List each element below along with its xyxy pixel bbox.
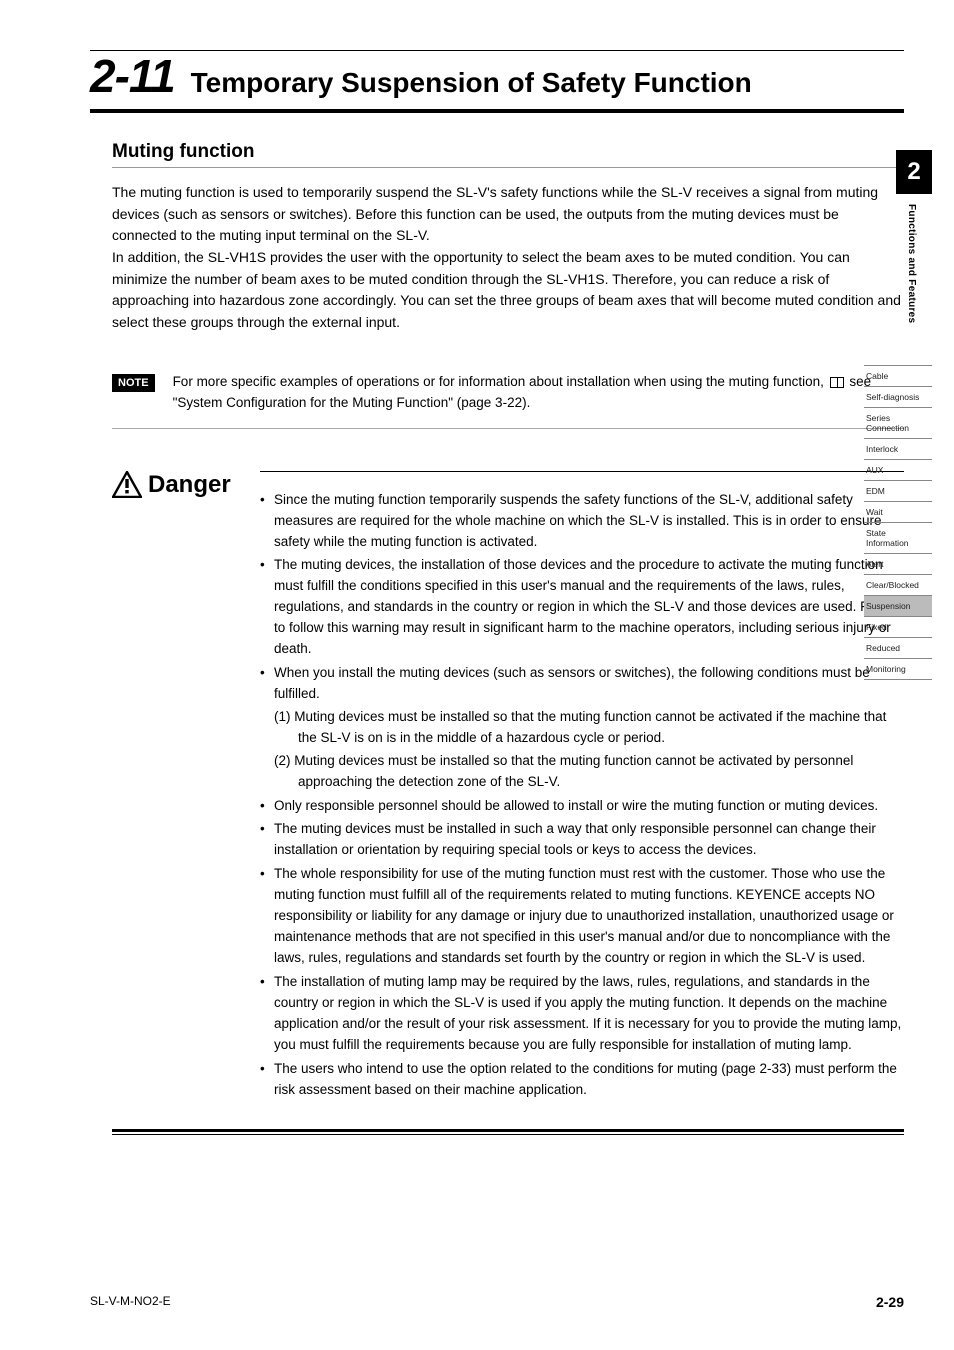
bottom-rule-heavy bbox=[112, 1129, 904, 1132]
danger-list: Since the muting function temporarily su… bbox=[260, 490, 904, 1101]
index-item[interactable]: Alert bbox=[864, 553, 932, 574]
index-list: CableSelf-diagnosisSeries ConnectionInte… bbox=[864, 365, 932, 680]
section-title: Temporary Suspension of Safety Function bbox=[191, 67, 752, 99]
intro-paragraph: The muting function is used to temporari… bbox=[112, 182, 904, 334]
index-item[interactable]: Series Connection bbox=[864, 407, 932, 438]
danger-sub-bullet: (1) Muting devices must be installed so … bbox=[274, 707, 904, 749]
danger-bullet: Since the muting function temporarily su… bbox=[260, 490, 904, 553]
index-item[interactable]: Fixed bbox=[864, 616, 932, 637]
doc-code: SL-V-M-NO2-E bbox=[90, 1294, 171, 1310]
warning-triangle-icon bbox=[112, 471, 142, 498]
danger-sub-bullet: (2) Muting devices must be installed so … bbox=[274, 751, 904, 793]
danger-sub-list: (1) Muting devices must be installed so … bbox=[274, 707, 904, 793]
index-item[interactable]: Reduced bbox=[864, 637, 932, 658]
page-number: 2-29 bbox=[876, 1294, 904, 1310]
chapter-tab: 2 bbox=[896, 150, 932, 194]
side-tab: 2 Functions and Features bbox=[896, 150, 932, 323]
footer: SL-V-M-NO2-E 2-29 bbox=[90, 1294, 904, 1310]
danger-block: Danger Since the muting function tempora… bbox=[112, 471, 904, 1104]
index-item[interactable]: Interlock bbox=[864, 438, 932, 459]
index-item[interactable]: Suspension bbox=[864, 595, 932, 616]
index-item[interactable]: State Information bbox=[864, 522, 932, 553]
note-text-before: For more specific examples of operations… bbox=[173, 374, 828, 389]
bottom-rule-thin bbox=[112, 1134, 904, 1135]
note-badge: NOTE bbox=[112, 374, 155, 392]
note-text: For more specific examples of operations… bbox=[173, 372, 904, 414]
book-icon bbox=[830, 377, 844, 388]
danger-bullet: The users who intend to use the option r… bbox=[260, 1059, 904, 1101]
danger-word: Danger bbox=[148, 471, 231, 499]
section-number: 2-11 bbox=[90, 49, 175, 103]
title-underline bbox=[90, 109, 904, 113]
danger-bullet: Only responsible personnel should be all… bbox=[260, 796, 904, 817]
danger-bullet: The muting devices, the installation of … bbox=[260, 555, 904, 660]
danger-bullet: The muting devices must be installed in … bbox=[260, 819, 904, 861]
danger-bullet: The installation of muting lamp may be r… bbox=[260, 972, 904, 1056]
index-item[interactable]: AUX bbox=[864, 459, 932, 480]
danger-bullet: The whole responsibility for use of the … bbox=[260, 864, 904, 969]
subheading: Muting function bbox=[112, 141, 904, 163]
danger-body: Since the muting function temporarily su… bbox=[260, 471, 904, 1104]
subheading-wrap: Muting function bbox=[112, 141, 904, 168]
index-item[interactable]: EDM bbox=[864, 480, 932, 501]
index-item[interactable]: Clear/Blocked bbox=[864, 574, 932, 595]
index-item[interactable]: Cable bbox=[864, 365, 932, 386]
index-item[interactable]: Wait bbox=[864, 501, 932, 522]
danger-bullet: When you install the muting devices (suc… bbox=[260, 663, 904, 793]
chapter-label: Functions and Features bbox=[896, 194, 917, 323]
note-block: NOTE For more specific examples of opera… bbox=[112, 362, 904, 429]
danger-label: Danger bbox=[112, 471, 252, 499]
index-item[interactable]: Monitoring bbox=[864, 658, 932, 680]
title-row: 2-11 Temporary Suspension of Safety Func… bbox=[90, 49, 904, 103]
index-item[interactable]: Self-diagnosis bbox=[864, 386, 932, 407]
